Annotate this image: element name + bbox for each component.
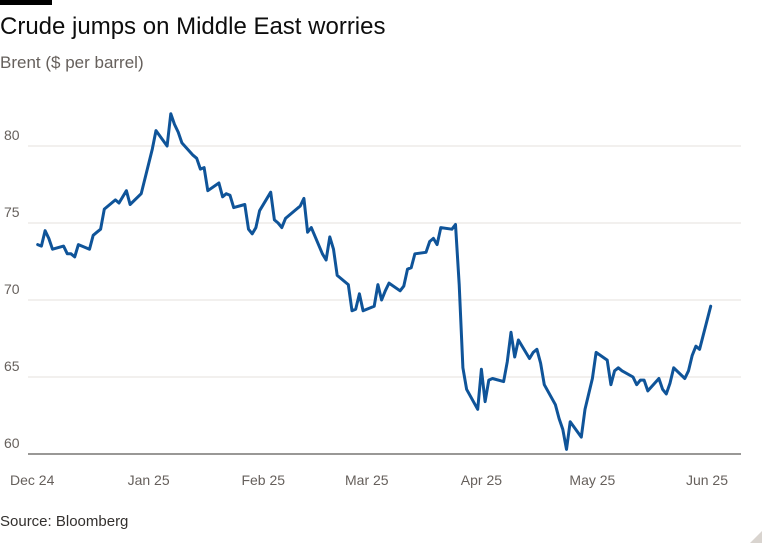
series-layer bbox=[36, 112, 713, 451]
series-line-brent bbox=[36, 112, 713, 451]
x-tick-label: May 25 bbox=[569, 472, 615, 488]
y-tick-label: 70 bbox=[4, 281, 20, 297]
y-tick-label: 65 bbox=[4, 358, 20, 374]
x-tick-label: Dec 24 bbox=[10, 472, 55, 488]
y-tick-label: 75 bbox=[4, 204, 20, 220]
top-rule bbox=[0, 0, 52, 5]
x-tick-label: Jun 25 bbox=[686, 472, 728, 488]
x-tick-label: Feb 25 bbox=[241, 472, 285, 488]
chart-title: Crude jumps on Middle East worries bbox=[0, 13, 386, 40]
x-tick-label: Mar 25 bbox=[345, 472, 389, 488]
x-tick-label: Jan 25 bbox=[128, 472, 170, 488]
resize-corner bbox=[750, 531, 762, 543]
y-tick-label: 80 bbox=[4, 127, 20, 143]
x-axis: Dec 24 Jan 25 Feb 25 Mar 25 Apr 25 May 25 Jun … bbox=[10, 472, 728, 488]
x-tick-label: Apr 25 bbox=[461, 472, 502, 488]
chart-subtitle: Brent ($ per barrel) bbox=[0, 53, 144, 72]
y-axis: 60 65 70 75 80 bbox=[4, 127, 20, 451]
gridlines bbox=[28, 145, 741, 455]
y-tick-label: 60 bbox=[4, 435, 20, 451]
source-note: Source: Bloomberg bbox=[0, 513, 129, 530]
